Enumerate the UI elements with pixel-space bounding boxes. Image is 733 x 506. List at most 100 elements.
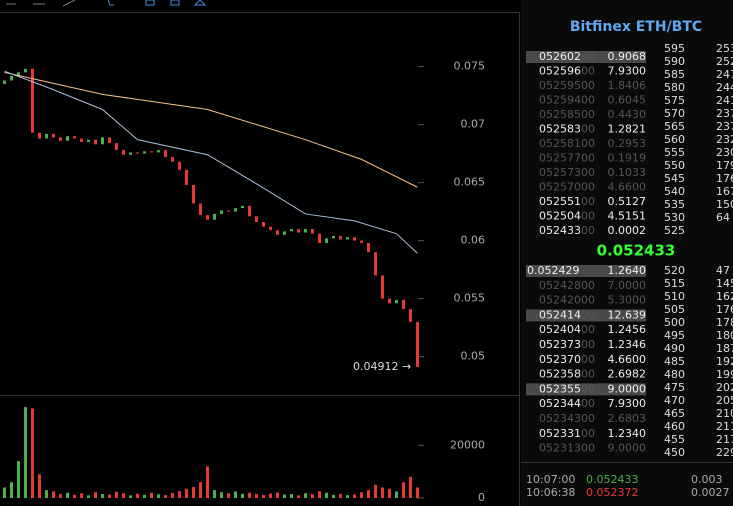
candle xyxy=(304,229,307,233)
order-amount: 0.6045 xyxy=(608,94,647,107)
volume-bar xyxy=(157,494,160,498)
volume-bar xyxy=(269,493,272,498)
order-amount: 0.4430 xyxy=(608,108,647,121)
order-price: 05258100 xyxy=(539,137,595,150)
candle xyxy=(171,157,174,162)
depth-value: 530 xyxy=(664,211,685,224)
order-amount: 0.2953 xyxy=(608,137,647,150)
depth-value: 202 xyxy=(716,381,733,394)
order-price-part: 00 xyxy=(581,442,595,455)
order-price-part: 00 xyxy=(581,79,595,92)
trade-amount: 0.0027 xyxy=(691,486,730,499)
volume-bar xyxy=(416,487,419,498)
order-amount: 5.3000 xyxy=(608,294,647,307)
order-price: 05235800 xyxy=(539,368,595,381)
volume-bar xyxy=(101,494,104,498)
candle xyxy=(80,138,83,142)
toolbar-icon[interactable] xyxy=(193,0,207,6)
order-price-part: 00 xyxy=(581,353,595,366)
candle xyxy=(178,161,181,170)
order-amount: 1.8406 xyxy=(608,79,647,92)
order-price-part: 00 xyxy=(581,166,595,179)
order-amount: 4.6600 xyxy=(608,353,647,366)
order-amount: 7.9300 xyxy=(608,65,647,78)
volume-bar xyxy=(290,494,293,498)
order-price-part: 00 xyxy=(581,427,595,440)
order-price-part: 052573 xyxy=(539,166,581,179)
volume-bar xyxy=(234,491,237,498)
volume-bar xyxy=(206,466,209,498)
depth-value: 247 xyxy=(716,68,733,81)
candle xyxy=(115,143,118,151)
order-book-panel xyxy=(521,0,733,506)
candle xyxy=(87,139,90,142)
candle xyxy=(136,152,139,154)
order-price: 0.052429 xyxy=(527,264,580,277)
volume-bar xyxy=(129,495,132,498)
volume-bar xyxy=(66,492,69,498)
order-price: 05234400 xyxy=(539,397,595,410)
order-price-part: 052428 xyxy=(539,279,581,292)
order-price-part: 00 xyxy=(581,65,595,78)
candle xyxy=(59,137,62,141)
volume-bar xyxy=(136,493,139,498)
order-price-part: 00 xyxy=(581,50,595,63)
volume-bar xyxy=(24,407,27,498)
depth-value: 515 xyxy=(664,277,685,290)
depth-value: 178 xyxy=(716,316,733,329)
depth-value: 217 xyxy=(716,433,733,446)
depth-value: 162 xyxy=(716,290,733,303)
depth-value: 176 xyxy=(716,303,733,316)
candle xyxy=(227,210,230,212)
toolbar-icon[interactable] xyxy=(170,0,180,6)
depth-value: 64 xyxy=(716,211,730,224)
depth-value: 565 xyxy=(664,120,685,133)
volume-bar xyxy=(332,494,335,498)
volume-bar xyxy=(297,495,300,498)
volume-bar xyxy=(10,482,13,498)
candle xyxy=(129,152,132,155)
candle xyxy=(241,205,244,209)
volume-bar xyxy=(367,490,370,498)
depth-value: 520 xyxy=(664,264,685,277)
volume-bar xyxy=(122,493,125,498)
moving-average xyxy=(4,71,418,188)
volume-bar xyxy=(3,487,6,498)
candle xyxy=(185,169,188,185)
depth-value: 570 xyxy=(664,107,685,120)
depth-value: 460 xyxy=(664,420,685,433)
candle xyxy=(262,222,265,227)
depth-value: 180 xyxy=(716,329,733,342)
depth-value: 450 xyxy=(664,446,685,459)
toolbar-icon[interactable] xyxy=(107,0,114,6)
order-price-part: 052433 xyxy=(539,224,581,237)
order-price-part: 052344 xyxy=(539,397,581,410)
volume-bar xyxy=(59,494,62,498)
toolbar-icon[interactable] xyxy=(145,0,155,6)
volume-bar xyxy=(38,474,41,498)
candle xyxy=(52,133,55,138)
order-amount: 1.2640 xyxy=(608,264,647,277)
order-price-part: 00 xyxy=(581,210,595,223)
depth-value: 241 xyxy=(716,94,733,107)
order-price-part: 00 xyxy=(581,108,595,121)
volume-bar xyxy=(94,492,97,498)
order-price-part: 052331 xyxy=(539,427,581,440)
volume-bar xyxy=(87,495,90,498)
order-price-part: 052585 xyxy=(539,108,581,121)
order-price-part: 00 xyxy=(581,368,595,381)
candle xyxy=(318,233,321,243)
volume-bar xyxy=(213,490,216,498)
order-amount: 0.5127 xyxy=(608,195,647,208)
candle xyxy=(290,229,293,232)
moving-average xyxy=(4,70,418,254)
depth-value: 590 xyxy=(664,55,685,68)
order-price: 05255100 xyxy=(539,195,595,208)
order-amount: 0.9068 xyxy=(608,50,647,63)
order-amount: 7.0000 xyxy=(608,279,647,292)
volume-bar xyxy=(311,494,314,498)
order-price-part: 052596 xyxy=(539,65,581,78)
candle xyxy=(360,240,363,243)
toolbar-icon[interactable] xyxy=(62,0,76,7)
